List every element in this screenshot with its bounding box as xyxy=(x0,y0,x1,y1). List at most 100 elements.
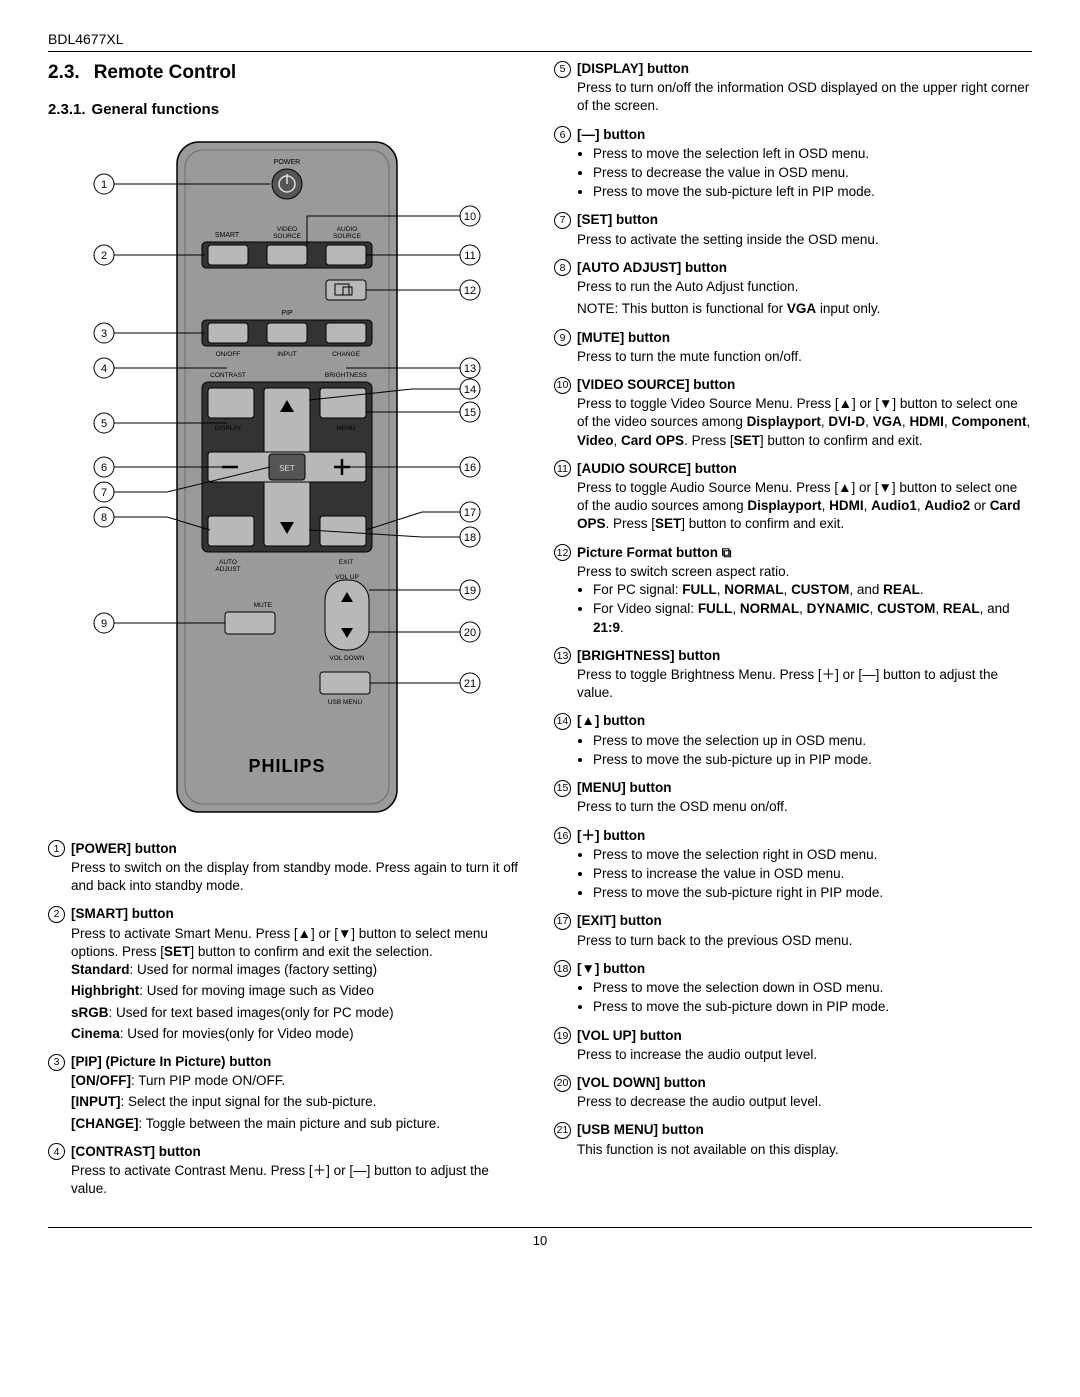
entry-10: 10[VIDEO SOURCE] buttonPress to toggle V… xyxy=(554,376,1032,450)
entry-number-icon: 13 xyxy=(554,647,571,664)
svg-text:VOL UP: VOL UP xyxy=(335,574,359,581)
entry-sub: Cinema: Used for movies(only for Video m… xyxy=(71,1025,526,1043)
entry-number-icon: 21 xyxy=(554,1122,571,1139)
entry-text: Press to toggle Audio Source Menu. Press… xyxy=(577,479,1032,534)
list-item: For Video signal: FULL, NORMAL, DYNAMIC,… xyxy=(593,600,1032,636)
svg-text:9: 9 xyxy=(101,618,107,630)
entry-text: This function is not available on this d… xyxy=(577,1141,1032,1159)
entry-18: 18[▼] buttonPress to move the selection … xyxy=(554,960,1032,1017)
entry-text: Press to decrease the audio output level… xyxy=(577,1093,1032,1111)
svg-text:15: 15 xyxy=(464,407,476,419)
entry-sub: [INPUT]: Select the input signal for the… xyxy=(71,1093,526,1111)
entry-number-icon: 5 xyxy=(554,61,571,78)
entry-number-icon: 18 xyxy=(554,960,571,977)
entry-title: [POWER] button xyxy=(71,840,177,858)
list-item: Press to move the selection up in OSD me… xyxy=(593,732,1032,750)
entry-number-icon: 9 xyxy=(554,329,571,346)
entry-number-icon: 4 xyxy=(48,1143,65,1160)
svg-text:2: 2 xyxy=(101,250,107,262)
svg-text:14: 14 xyxy=(464,384,476,396)
entry-title: [EXIT] button xyxy=(577,912,662,930)
list-item: Press to move the selection right in OSD… xyxy=(593,846,1032,864)
list-item: Press to decrease the value in OSD menu. xyxy=(593,164,1032,182)
svg-text:6: 6 xyxy=(101,462,107,474)
entry-sub: [CHANGE]: Toggle between the main pictur… xyxy=(71,1115,526,1133)
entry-number-icon: 10 xyxy=(554,377,571,394)
svg-text:16: 16 xyxy=(464,462,476,474)
entry-7: 7[SET] buttonPress to activate the setti… xyxy=(554,211,1032,248)
entry-text: Press to switch screen aspect ratio. xyxy=(577,563,1032,581)
entry-number-icon: 20 xyxy=(554,1075,571,1092)
entry-number-icon: 14 xyxy=(554,713,571,730)
entry-number-icon: 8 xyxy=(554,259,571,276)
entry-number-icon: 15 xyxy=(554,780,571,797)
entry-text: Press to turn the mute function on/off. xyxy=(577,348,1032,366)
entry-8: 8[AUTO ADJUST] buttonPress to run the Au… xyxy=(554,259,1032,319)
svg-text:17: 17 xyxy=(464,507,476,519)
entry-17: 17[EXIT] buttonPress to turn back to the… xyxy=(554,912,1032,949)
list-item: Press to move the sub-picture down in PI… xyxy=(593,998,1032,1016)
left-entries: 1[POWER] buttonPress to switch on the di… xyxy=(48,840,526,1199)
svg-text:DISPLAY: DISPLAY xyxy=(215,425,243,432)
svg-text:CONTRAST: CONTRAST xyxy=(210,372,246,379)
entry-6: 6[—] buttonPress to move the selection l… xyxy=(554,126,1032,202)
entry-number-icon: 11 xyxy=(554,460,571,477)
svg-text:SMART: SMART xyxy=(215,232,240,239)
entry-title: Picture Format button ⧉ xyxy=(577,544,731,562)
entry-text: Press to turn the OSD menu on/off. xyxy=(577,798,1032,816)
entry-bullets: Press to move the selection right in OSD… xyxy=(593,846,1032,903)
svg-text:SET: SET xyxy=(279,464,295,473)
svg-text:3: 3 xyxy=(101,328,107,340)
entry-title: [VOL DOWN] button xyxy=(577,1074,706,1092)
entry-5: 5[DISPLAY] buttonPress to turn on/off th… xyxy=(554,60,1032,116)
entry-title: [SMART] button xyxy=(71,905,174,923)
entry-text: Press to run the Auto Adjust function. xyxy=(577,278,1032,296)
entry-text: Press to turn back to the previous OSD m… xyxy=(577,932,1032,950)
entry-9: 9[MUTE] buttonPress to turn the mute fun… xyxy=(554,329,1032,366)
svg-text:MENU: MENU xyxy=(336,425,355,432)
left-column: 2.3.Remote Control 2.3.1.General functio… xyxy=(48,60,526,1209)
entry-text: Press to activate Contrast Menu. Press [… xyxy=(71,1162,526,1198)
svg-text:POWER: POWER xyxy=(274,159,300,166)
svg-text:7: 7 xyxy=(101,487,107,499)
entry-number-icon: 7 xyxy=(554,212,571,229)
entry-number-icon: 1 xyxy=(48,840,65,857)
svg-text:13: 13 xyxy=(464,363,476,375)
entry-3: 3[PIP] (Picture In Picture) button[ON/OF… xyxy=(48,1053,526,1133)
svg-text:8: 8 xyxy=(101,512,107,524)
svg-text:18: 18 xyxy=(464,532,476,544)
right-entries: 5[DISPLAY] buttonPress to turn on/off th… xyxy=(554,60,1032,1159)
svg-text:BRIGHTNESS: BRIGHTNESS xyxy=(325,372,368,379)
svg-text:AUTO: AUTO xyxy=(219,559,237,566)
entry-number-icon: 12 xyxy=(554,544,571,561)
svg-text:ADJUST: ADJUST xyxy=(215,566,240,573)
section-heading: 2.3.Remote Control xyxy=(48,60,526,86)
entry-title: [BRIGHTNESS] button xyxy=(577,647,720,665)
svg-text:USB MENU: USB MENU xyxy=(328,699,363,706)
entry-title: [MENU] button xyxy=(577,779,671,797)
list-item: Press to move the selection left in OSD … xyxy=(593,145,1032,163)
entry-sub: sRGB: Used for text based images(only fo… xyxy=(71,1004,526,1022)
entry-title: [PIP] (Picture In Picture) button xyxy=(71,1053,271,1071)
subsection-number: 2.3.1. xyxy=(48,101,86,118)
entry-16: 16[＋] buttonPress to move the selection … xyxy=(554,827,1032,903)
svg-text:5: 5 xyxy=(101,418,107,430)
svg-text:PIP: PIP xyxy=(281,310,293,317)
entry-title: [AUDIO SOURCE] button xyxy=(577,460,737,478)
right-column: 5[DISPLAY] buttonPress to turn on/off th… xyxy=(554,60,1032,1209)
entry-13: 13[BRIGHTNESS] buttonPress to toggle Bri… xyxy=(554,647,1032,703)
entry-title: [—] button xyxy=(577,126,645,144)
section-number: 2.3. xyxy=(48,62,80,83)
entry-1: 1[POWER] buttonPress to switch on the di… xyxy=(48,840,526,896)
entry-sub: [ON/OFF]: Turn PIP mode ON/OFF. xyxy=(71,1072,526,1090)
entry-bullets: Press to move the selection up in OSD me… xyxy=(593,732,1032,769)
list-item: For PC signal: FULL, NORMAL, CUSTOM, and… xyxy=(593,581,1032,599)
entry-note: NOTE: This button is functional for VGA … xyxy=(577,300,1032,318)
list-item: Press to increase the value in OSD menu. xyxy=(593,865,1032,883)
svg-text:CHANGE: CHANGE xyxy=(332,351,360,358)
list-item: Press to move the sub-picture up in PIP … xyxy=(593,751,1032,769)
svg-text:11: 11 xyxy=(464,250,475,262)
entry-20: 20 [VOL DOWN] buttonPress to decrease the… xyxy=(554,1074,1032,1111)
svg-text:INPUT: INPUT xyxy=(277,351,297,358)
entry-11: 11 [AUDIO SOURCE] buttonPress to toggle A… xyxy=(554,460,1032,534)
